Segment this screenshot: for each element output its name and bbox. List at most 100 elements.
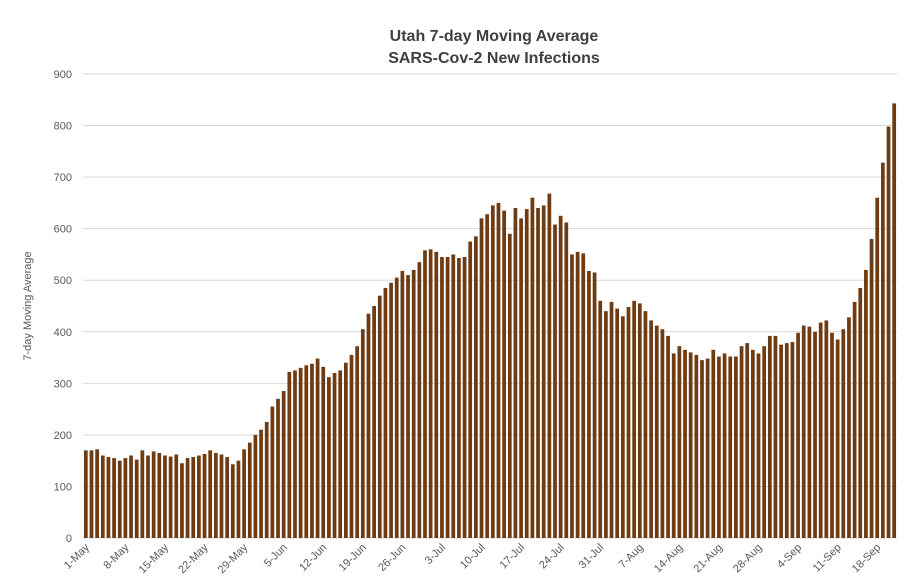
bar bbox=[287, 371, 292, 538]
bar bbox=[881, 162, 885, 539]
bar bbox=[790, 342, 795, 538]
bar bbox=[807, 326, 812, 538]
bar bbox=[654, 325, 659, 538]
x-tick-label: 14-Aug bbox=[652, 542, 686, 576]
chart-title: Utah 7-day Moving Average bbox=[390, 28, 599, 45]
bar bbox=[270, 406, 275, 538]
bar bbox=[349, 354, 354, 538]
bar bbox=[134, 459, 139, 538]
bar bbox=[688, 352, 693, 538]
y-tick-label: 100 bbox=[54, 481, 72, 493]
bar bbox=[875, 197, 880, 538]
bar bbox=[163, 455, 167, 538]
bar bbox=[835, 339, 840, 538]
bar bbox=[462, 257, 467, 538]
bar bbox=[343, 362, 348, 538]
x-tick-label: 15-May bbox=[137, 541, 172, 576]
bar bbox=[468, 241, 473, 539]
bar bbox=[734, 356, 738, 538]
bar bbox=[276, 398, 280, 538]
bar bbox=[824, 320, 829, 538]
bar bbox=[106, 457, 111, 538]
bar bbox=[847, 317, 851, 538]
y-tick-label: 600 bbox=[54, 224, 72, 236]
bar bbox=[360, 329, 365, 538]
bar bbox=[129, 455, 133, 538]
bar bbox=[191, 457, 196, 538]
bar bbox=[830, 332, 834, 538]
x-tick-label: 26-Jun bbox=[376, 542, 408, 574]
bar bbox=[739, 346, 744, 538]
bar bbox=[332, 373, 337, 538]
bar bbox=[310, 363, 314, 538]
x-tick-label: 7-Aug bbox=[617, 542, 646, 571]
bar bbox=[321, 366, 326, 538]
bar bbox=[728, 356, 733, 538]
bar bbox=[112, 458, 116, 538]
bar bbox=[293, 370, 297, 538]
bar bbox=[609, 301, 614, 538]
bar bbox=[83, 450, 88, 538]
bar bbox=[89, 450, 94, 538]
y-tick-label: 400 bbox=[54, 327, 72, 339]
bar bbox=[507, 233, 512, 539]
bar bbox=[496, 202, 501, 538]
bar bbox=[671, 353, 676, 538]
bar bbox=[604, 311, 608, 538]
bar bbox=[587, 270, 591, 538]
bar bbox=[259, 429, 263, 538]
bar bbox=[649, 320, 653, 538]
bar bbox=[858, 287, 863, 538]
bar bbox=[841, 329, 846, 538]
bar bbox=[457, 258, 461, 538]
x-tick-label: 10-Jul bbox=[458, 542, 488, 572]
bar bbox=[247, 442, 252, 538]
bar bbox=[281, 391, 286, 538]
bar bbox=[773, 335, 778, 538]
bar bbox=[315, 358, 320, 538]
x-tick-label: 24-Jul bbox=[537, 542, 567, 572]
bar bbox=[519, 218, 523, 538]
x-tick-label: 17-Jul bbox=[498, 542, 528, 572]
x-tick-label: 8-May bbox=[101, 541, 131, 571]
x-tick-label: 4-Sep bbox=[775, 542, 804, 571]
bar bbox=[598, 300, 603, 538]
bar bbox=[338, 370, 343, 538]
bar bbox=[536, 208, 540, 539]
bar bbox=[813, 331, 817, 538]
bar bbox=[411, 269, 416, 538]
x-tick-label: 18-Sep bbox=[850, 542, 884, 576]
y-tick-label: 900 bbox=[54, 69, 72, 81]
bar bbox=[400, 270, 405, 538]
bar bbox=[355, 346, 360, 538]
bar bbox=[767, 335, 772, 538]
x-tick-label: 29-May bbox=[216, 541, 251, 576]
bar bbox=[213, 452, 218, 538]
bar bbox=[626, 307, 631, 538]
bar bbox=[490, 205, 495, 538]
bar bbox=[140, 450, 145, 538]
bar bbox=[197, 455, 201, 538]
bar bbox=[434, 251, 439, 538]
bar bbox=[219, 454, 224, 538]
bar bbox=[406, 275, 410, 538]
bar bbox=[666, 335, 670, 538]
bar bbox=[784, 343, 789, 538]
bar bbox=[451, 254, 456, 538]
bar bbox=[208, 450, 213, 538]
bar bbox=[117, 460, 122, 538]
x-tick-label: 19-Jun bbox=[337, 542, 369, 574]
bar bbox=[502, 210, 506, 538]
y-tick-label: 700 bbox=[54, 172, 72, 184]
bar bbox=[558, 215, 563, 538]
y-tick-label: 0 bbox=[66, 533, 72, 545]
bar bbox=[180, 463, 184, 538]
bar bbox=[796, 332, 800, 538]
bar bbox=[146, 455, 150, 538]
bar bbox=[722, 353, 727, 538]
bar bbox=[553, 224, 557, 538]
bar bbox=[423, 250, 427, 538]
bar bbox=[818, 322, 823, 538]
y-tick-label: 500 bbox=[54, 275, 72, 287]
